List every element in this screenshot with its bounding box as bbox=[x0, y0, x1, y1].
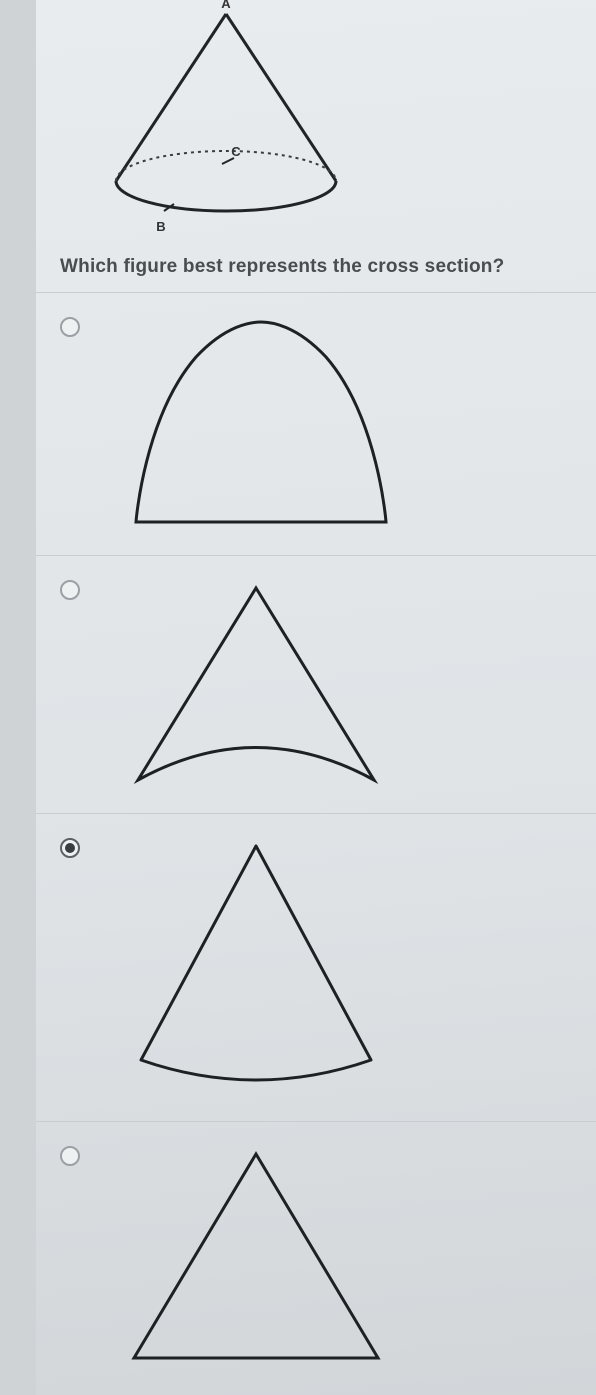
radio-option-3[interactable] bbox=[60, 838, 80, 858]
option-row bbox=[36, 292, 596, 555]
label-apex: A bbox=[221, 0, 231, 11]
option-row bbox=[36, 555, 596, 813]
label-base: B bbox=[156, 219, 165, 234]
shape-triangle-convex-base bbox=[116, 838, 596, 1103]
shape-svg bbox=[116, 1146, 396, 1371]
radio-option-2[interactable] bbox=[60, 580, 80, 600]
question-text: Which figure best represents the cross s… bbox=[36, 248, 596, 292]
shape-svg bbox=[116, 580, 396, 790]
shape-svg bbox=[116, 838, 396, 1098]
radio-option-4[interactable] bbox=[60, 1146, 80, 1166]
page: A B C Which figure best represents the c… bbox=[0, 0, 596, 1395]
cone-diagram: A B C bbox=[86, 0, 366, 244]
radio-option-1[interactable] bbox=[60, 317, 80, 337]
shape-parabola-dome bbox=[116, 317, 596, 537]
left-margin bbox=[0, 0, 36, 1395]
label-center: C bbox=[231, 144, 241, 159]
shape-triangle-concave-base bbox=[116, 580, 596, 795]
option-row bbox=[36, 1121, 596, 1394]
content-area: A B C Which figure best represents the c… bbox=[36, 0, 596, 1394]
cone-figure: A B C bbox=[36, 0, 596, 248]
option-row bbox=[36, 813, 596, 1121]
shape-svg bbox=[116, 317, 406, 532]
shape-plain-triangle bbox=[116, 1146, 596, 1376]
